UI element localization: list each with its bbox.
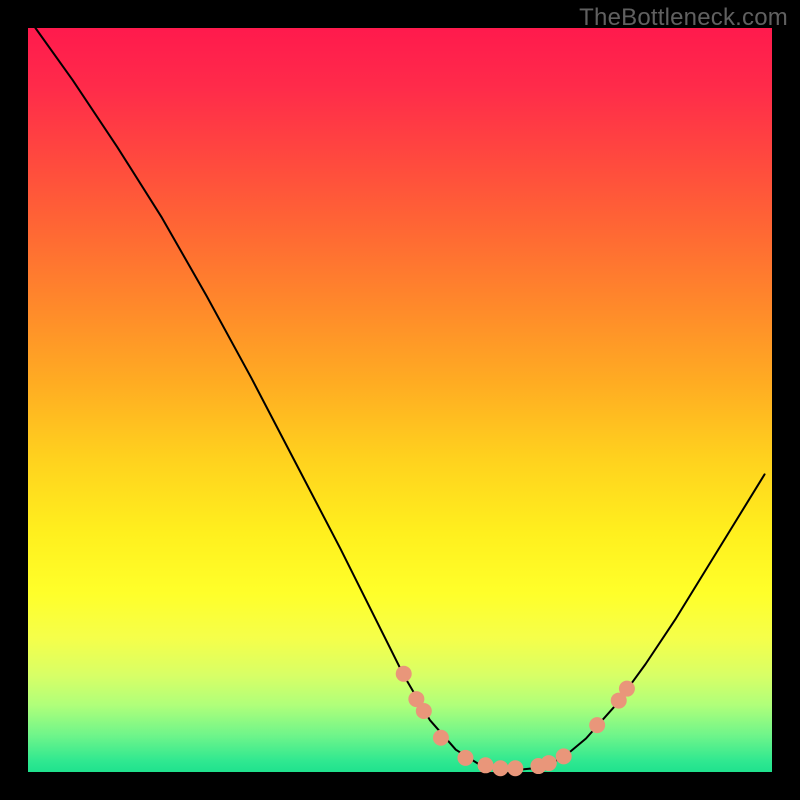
curve-marker — [541, 755, 557, 771]
chart-outer-frame — [0, 0, 800, 800]
curve-marker — [619, 681, 635, 697]
curve-marker — [507, 760, 523, 776]
curve-marker — [556, 748, 572, 764]
curve-marker — [478, 757, 494, 773]
curve-marker — [589, 717, 605, 733]
curve-marker — [457, 750, 473, 766]
curve-marker — [492, 760, 508, 776]
curve-marker — [416, 703, 432, 719]
plot-area — [28, 28, 772, 772]
curve-marker — [433, 730, 449, 746]
bottleneck-curve — [35, 28, 764, 771]
curve-layer — [28, 28, 772, 772]
curve-marker — [396, 666, 412, 682]
watermark-text: TheBottleneck.com — [579, 4, 788, 32]
